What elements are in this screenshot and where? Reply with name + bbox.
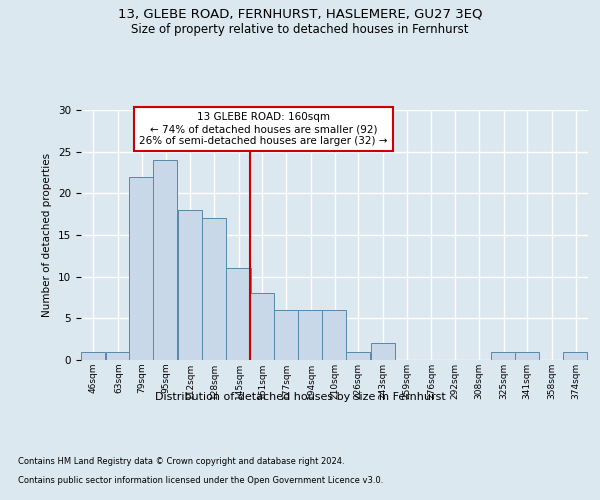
Bar — [226, 268, 251, 360]
Bar — [106, 352, 130, 360]
Bar — [130, 176, 154, 360]
Bar — [491, 352, 515, 360]
Bar — [346, 352, 370, 360]
Bar — [563, 352, 587, 360]
Bar — [298, 310, 323, 360]
Bar — [178, 210, 202, 360]
Text: Contains public sector information licensed under the Open Government Licence v3: Contains public sector information licen… — [18, 476, 383, 485]
Bar — [274, 310, 298, 360]
Bar — [322, 310, 346, 360]
Y-axis label: Number of detached properties: Number of detached properties — [43, 153, 52, 317]
Bar — [250, 294, 274, 360]
Text: Contains HM Land Registry data © Crown copyright and database right 2024.: Contains HM Land Registry data © Crown c… — [18, 458, 344, 466]
Bar — [515, 352, 539, 360]
Bar — [81, 352, 105, 360]
Bar — [371, 344, 395, 360]
Bar — [202, 218, 226, 360]
Text: Distribution of detached houses by size in Fernhurst: Distribution of detached houses by size … — [155, 392, 445, 402]
Text: 13, GLEBE ROAD, FERNHURST, HASLEMERE, GU27 3EQ: 13, GLEBE ROAD, FERNHURST, HASLEMERE, GU… — [118, 8, 482, 20]
Text: 13 GLEBE ROAD: 160sqm
← 74% of detached houses are smaller (92)
26% of semi-deta: 13 GLEBE ROAD: 160sqm ← 74% of detached … — [139, 112, 388, 146]
Text: Size of property relative to detached houses in Fernhurst: Size of property relative to detached ho… — [131, 22, 469, 36]
Bar — [153, 160, 177, 360]
